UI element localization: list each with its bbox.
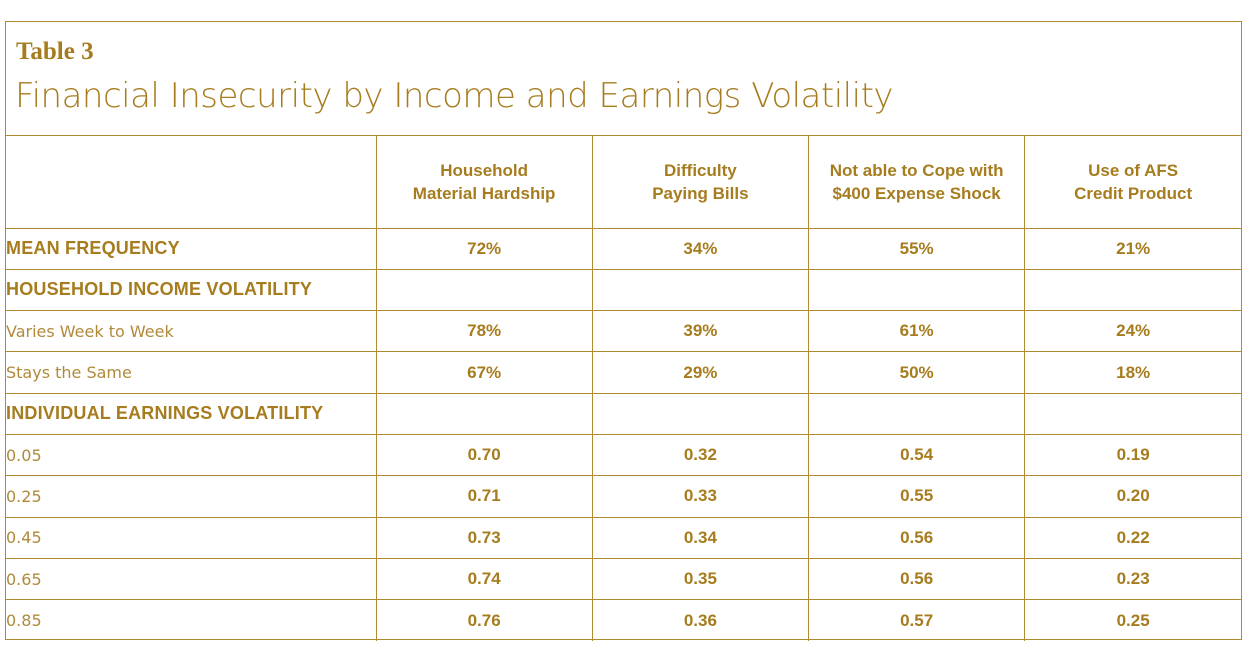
table-row: 0.85 0.76 0.36 0.57 0.25	[6, 599, 1241, 641]
section-heading: HOUSEHOLD INCOME VOLATILITY	[6, 268, 376, 311]
table-cell: 55%	[807, 227, 1025, 270]
table-cell: 0.57	[807, 599, 1025, 641]
column-header-line: Credit Product	[1074, 183, 1193, 203]
row-label: 0.65	[6, 557, 376, 600]
table-row: Stays the Same 67% 29% 50% 18%	[6, 351, 1241, 394]
table-cell: 61%	[807, 310, 1025, 352]
table-cell: 0.74	[375, 557, 593, 600]
column-header-line: Use of AFS	[1088, 160, 1179, 180]
table-cell	[1024, 268, 1241, 311]
table-cell	[807, 392, 1025, 435]
table-cell: 67%	[375, 351, 593, 394]
column-header-line: Not able to Cope with	[829, 160, 1004, 180]
table-title: Financial Insecurity by Income and Earni…	[15, 76, 894, 116]
table-cell: 0.20	[1024, 475, 1241, 518]
column-header-expense-shock: Not able to Cope with $400 Expense Shock	[807, 136, 1025, 228]
table-cell: 29%	[591, 351, 809, 394]
table-row: 0.05 0.70 0.32 0.54 0.19	[6, 433, 1241, 476]
table-cell: 0.23	[1024, 557, 1241, 600]
table-cell: 0.34	[591, 516, 809, 559]
table-cell: 0.56	[807, 516, 1025, 559]
table-row-section-earnings: INDIVIDUAL EARNINGS VOLATILITY	[6, 392, 1241, 435]
table-cell: 0.55	[807, 475, 1025, 518]
table-cell: 34%	[591, 227, 809, 270]
table-cell: 0.56	[807, 557, 1025, 600]
column-header-line: $400 Expense Shock	[832, 183, 1001, 203]
table-row: Varies Week to Week 78% 39% 61% 24%	[6, 310, 1241, 352]
column-header-line: Material Hardship	[412, 183, 556, 203]
row-label: 0.45	[6, 516, 376, 559]
data-table: Household Material Hardship Difficulty P…	[6, 136, 1241, 641]
table-cell: 18%	[1024, 351, 1241, 394]
table-cell	[375, 392, 593, 435]
table-cell: 50%	[807, 351, 1025, 394]
table-cell: 0.36	[591, 599, 809, 641]
corner-cell	[6, 136, 376, 228]
title-block: Table 3 Financial Insecurity by Income a…	[6, 22, 1241, 136]
table-cell: 0.25	[1024, 599, 1241, 641]
table-cell: 78%	[375, 310, 593, 352]
header-row: Household Material Hardship Difficulty P…	[6, 136, 1241, 228]
table-cell	[591, 392, 809, 435]
table-cell: 21%	[1024, 227, 1241, 270]
table-cell: 0.73	[375, 516, 593, 559]
table-cell: 0.76	[375, 599, 593, 641]
column-header-line: Household	[440, 160, 529, 180]
table-cell	[375, 268, 593, 311]
table-row: 0.45 0.73 0.34 0.56 0.22	[6, 516, 1241, 559]
table-frame: Table 3 Financial Insecurity by Income a…	[5, 21, 1242, 641]
table-label: Table 3	[16, 38, 94, 65]
table-cell: 39%	[591, 310, 809, 352]
table-cell: 0.22	[1024, 516, 1241, 559]
column-header-afs-credit: Use of AFS Credit Product	[1024, 136, 1241, 228]
table-cell	[591, 268, 809, 311]
table-cell	[1024, 392, 1241, 435]
table-cell: 0.71	[375, 475, 593, 518]
table-row: 0.65 0.74 0.35 0.56 0.23	[6, 557, 1241, 600]
table-cell: 72%	[375, 227, 593, 270]
table-row: 0.25 0.71 0.33 0.55 0.20	[6, 475, 1241, 518]
row-label: 0.25	[6, 475, 376, 518]
table-row-section-income: HOUSEHOLD INCOME VOLATILITY	[6, 268, 1241, 311]
table-cell: 0.19	[1024, 433, 1241, 476]
table-cell: 24%	[1024, 310, 1241, 352]
table-cell: 0.32	[591, 433, 809, 476]
table-cell	[807, 268, 1025, 311]
table-cell: 0.70	[375, 433, 593, 476]
row-label: Varies Week to Week	[6, 310, 376, 352]
row-label: MEAN FREQUENCY	[6, 227, 376, 270]
row-label: Stays the Same	[6, 351, 376, 394]
column-header-paying-bills: Difficulty Paying Bills	[591, 136, 809, 228]
table-cell: 0.33	[591, 475, 809, 518]
column-header-material-hardship: Household Material Hardship	[375, 136, 593, 228]
column-header-line: Paying Bills	[652, 183, 749, 203]
column-header-line: Difficulty	[664, 160, 737, 180]
row-label: 0.85	[6, 599, 376, 641]
table-cell: 0.35	[591, 557, 809, 600]
row-label: 0.05	[6, 433, 376, 476]
table-row-mean-frequency: MEAN FREQUENCY 72% 34% 55% 21%	[6, 227, 1241, 270]
table-cell: 0.54	[807, 433, 1025, 476]
section-heading: INDIVIDUAL EARNINGS VOLATILITY	[6, 392, 376, 435]
